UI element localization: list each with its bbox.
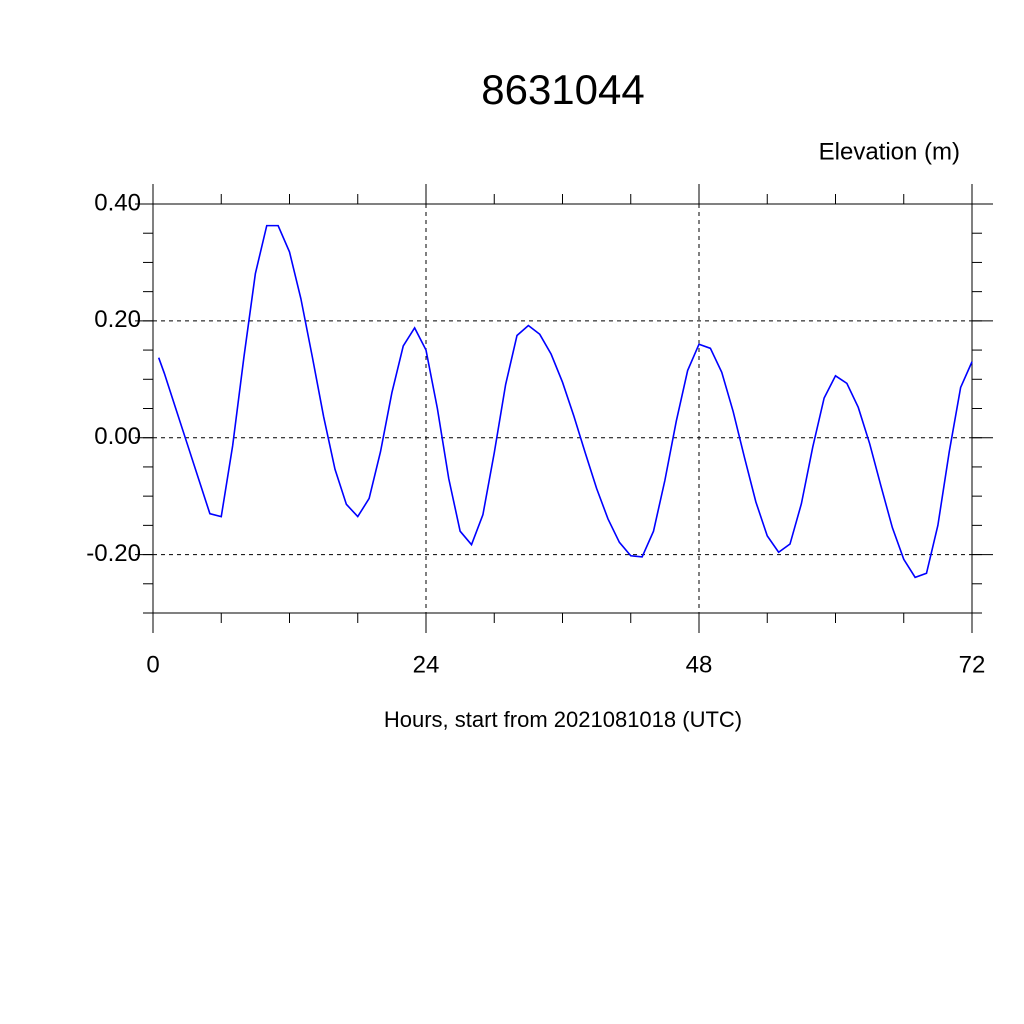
y-tick-label: 0.40 — [94, 189, 141, 216]
x-axis-label: Hours, start from 2021081018 (UTC) — [384, 707, 742, 732]
x-tick-label: 72 — [959, 651, 986, 678]
x-tick-label: 48 — [686, 651, 713, 678]
y-tick-label: 0.20 — [94, 306, 141, 333]
chart-subtitle: Elevation (m) — [819, 138, 960, 165]
y-tick-label: -0.20 — [86, 540, 141, 567]
y-tick-label: 0.00 — [94, 423, 141, 450]
chart-title: 8631044 — [481, 66, 645, 113]
data-line — [157, 224, 973, 579]
x-tick-label: 0 — [146, 651, 159, 678]
x-tick-label: 24 — [413, 651, 440, 678]
